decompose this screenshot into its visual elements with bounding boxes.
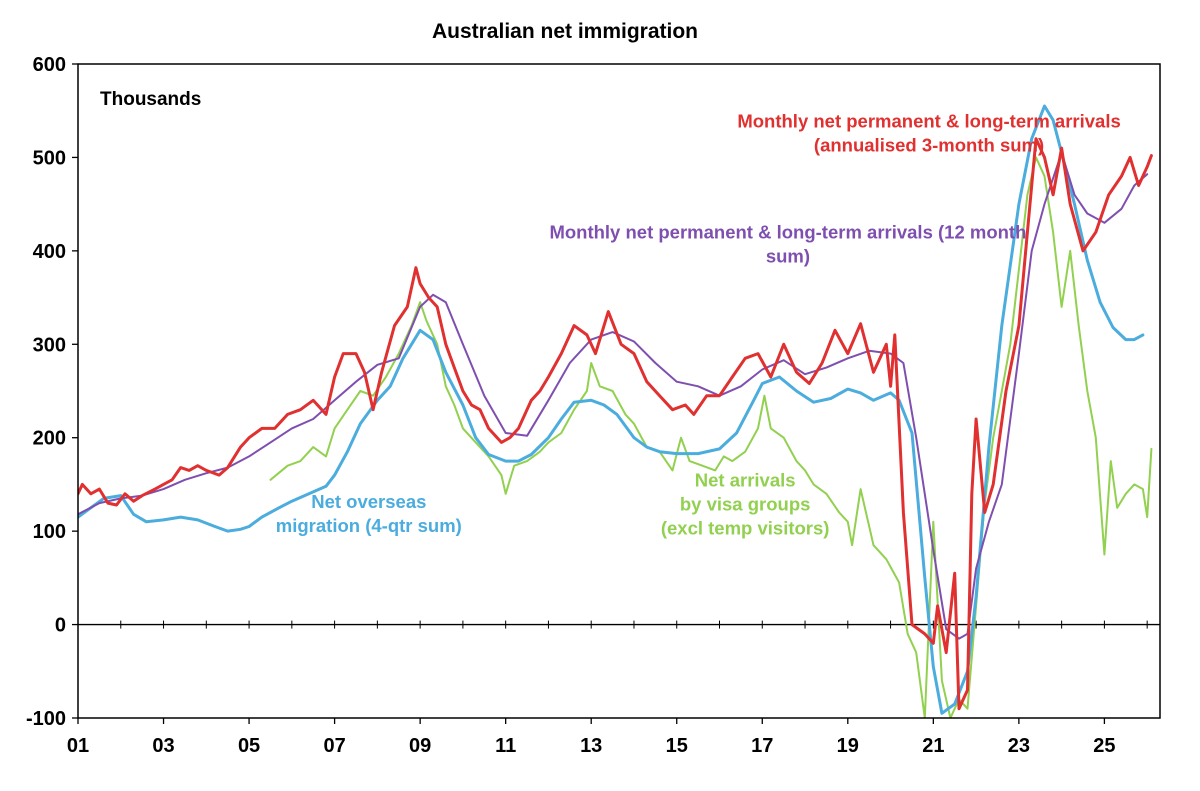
series-line-sum12 <box>78 151 1149 640</box>
x-tick-label: 11 <box>495 735 516 757</box>
x-tick-label: 07 <box>323 735 345 757</box>
y-tick-label: 100 <box>33 521 66 543</box>
series-line-visa <box>269 156 1153 718</box>
series-label-line: (annualised 3-month sum) <box>814 135 1044 156</box>
series-label-line: Monthly net permanent & long-term arriva… <box>737 111 1120 132</box>
series-label-line: Net overseas <box>311 491 426 512</box>
y-tick-label: 0 <box>55 615 66 637</box>
x-tick-label: 09 <box>409 735 431 757</box>
x-tick-label: 15 <box>666 735 688 757</box>
series-label-nom: Net overseas migration (4-qtr sum) <box>276 491 462 536</box>
y-tick-label: 400 <box>33 241 66 263</box>
x-tick-label: 17 <box>751 735 773 757</box>
x-tick-label: 05 <box>238 735 260 757</box>
y-tick-label: 500 <box>33 147 66 169</box>
series-line-ann3 <box>78 137 1153 711</box>
x-tick-label: 21 <box>922 735 944 757</box>
x-tick-label: 13 <box>580 735 602 757</box>
series-label-sum12: Monthly net permanent & long-term arriva… <box>549 222 1026 267</box>
series-label-line: Net arrivals <box>695 469 796 490</box>
series-label-ann3: Monthly net permanent & long-term arriva… <box>737 111 1120 156</box>
x-tick-label: 03 <box>152 735 174 757</box>
chart-title: Australian net immigration <box>432 20 698 43</box>
y-tick-label: 200 <box>33 428 66 450</box>
series-label-line: sum) <box>766 246 810 267</box>
x-tick-label: 23 <box>1008 735 1030 757</box>
y-tick-label: 300 <box>33 334 66 356</box>
y-tick-label: -100 <box>26 708 66 730</box>
series-label-line: by visa groups <box>680 493 811 514</box>
series-label-line: (excl temp visitors) <box>661 517 830 538</box>
y-tick-label: 600 <box>33 54 66 76</box>
x-tick-label: 25 <box>1093 735 1115 757</box>
plot-frame <box>77 63 1161 719</box>
series-line-nom <box>78 104 1145 715</box>
unit-label: Thousands <box>100 89 201 110</box>
series-label-visa: Net arrivals by visa groups (excl temp vis… <box>661 469 830 538</box>
series-label-line: Monthly net permanent & long-term arriva… <box>549 222 1026 243</box>
x-tick-label: 01 <box>67 735 89 757</box>
series-label-line: migration (4-qtr sum) <box>276 515 462 536</box>
x-tick-label: 19 <box>837 735 859 757</box>
